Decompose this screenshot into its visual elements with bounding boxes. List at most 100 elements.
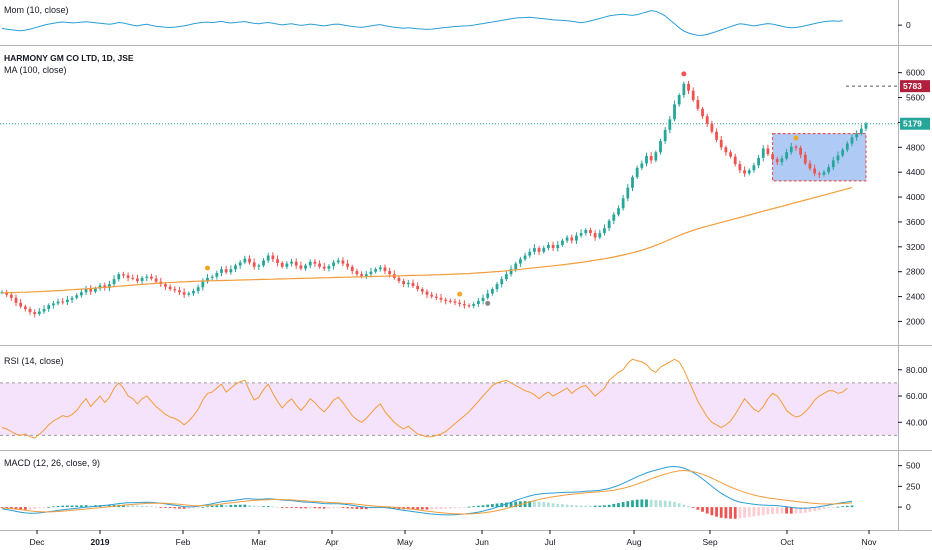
macd-hist-bar [84,505,88,508]
macd-hist-bar [537,501,541,508]
momentum-line [1,10,843,36]
candle-body [705,116,709,124]
macd-hist-bar [238,504,242,508]
macd-hist-bar [201,506,205,508]
macd-hist-bar [794,507,798,514]
candle-body [229,269,233,273]
candle-body [448,300,452,302]
candle-body [462,304,466,306]
macd-hist-bar [743,507,746,518]
macd-hist-bar [724,507,728,519]
candle-body [598,233,602,238]
candle-body [673,104,676,120]
y-tick-label: 250 [906,481,920,491]
macd-hist-bar [178,507,181,509]
candle-body [687,83,690,91]
price-badge [900,117,930,130]
macd-hist-bar [617,503,620,508]
candle-body [785,152,788,159]
macd-hist-bar [206,506,209,508]
candle-body [304,265,307,269]
price-badge-label: 5783 [903,81,922,91]
y-tick-label: 2400 [906,292,925,302]
candle-body [458,302,462,305]
candle-body [444,299,448,301]
signal-dot [485,300,491,306]
y-tick-label: 80.00 [906,365,928,375]
candle-body [775,159,779,163]
macd-hist-bar [490,504,494,508]
macd-hist-bar [710,507,714,516]
candle-body [701,108,704,117]
macd-hist-bar [37,507,41,509]
candle-body [565,237,569,241]
y-tick-label: 4000 [906,192,925,202]
candle-body [112,279,116,285]
macd-hist-bar [229,504,233,508]
x-tick-label: Jul [545,537,556,547]
candle-body [182,292,186,295]
candle-body [481,297,485,301]
macd-hist-bar [817,507,821,511]
macd-hist-bar [276,506,279,508]
candle-body [257,265,261,267]
candle-body [631,177,634,188]
macd-hist-bar [346,507,349,509]
macd-hist-bar [733,507,737,519]
candle-body [388,271,392,275]
candle-body [780,158,784,163]
macd-hist-bar [280,507,284,508]
macd-hist-bar [252,505,256,508]
macd-hist-bar [850,505,854,508]
macd-hist-bar [462,507,466,508]
macd-hist-bar [154,506,158,508]
macd-hist-bar [122,504,125,508]
candle-body [411,282,415,286]
candle-body [80,292,83,296]
macd-hist-bar [687,506,690,508]
macd-hist-bar [192,507,195,509]
macd-hist-bar [761,507,765,516]
macd-hist-bar [715,507,718,517]
candle-body [743,170,746,174]
candle-body [589,230,592,234]
candle-body [747,170,751,174]
candle-body [224,269,228,273]
candle-body [126,275,130,278]
macd-hist-bar [533,501,536,508]
x-tick-label: Mar [252,537,267,547]
macd-hist-bar [738,507,742,519]
rsi-title: RSI (14, close) [4,356,64,366]
candle-body [822,172,826,175]
x-tick-label: Feb [176,537,191,547]
rsi-pane: RSI (14, close) 40.00 60.00 80.00 [0,356,928,439]
candle-body [318,263,321,267]
candle-body [850,137,854,144]
y-tick-label: 40.00 [906,417,928,427]
y-tick-label: 2000 [906,316,925,326]
candle-body [308,261,312,266]
macd-hist-bar [434,507,438,510]
macd-hist-bar [547,502,550,508]
macd-hist-bar [808,507,812,512]
candle-body [575,235,578,241]
macd-hist-bar [210,505,214,508]
macd-hist-bar [266,506,270,508]
macd-hist-bar [313,507,317,509]
macd-y-axis: 0 250 500 [898,461,920,512]
candle-body [238,262,242,266]
candle-body [84,289,88,293]
candle-body [402,281,406,285]
candle-body [682,83,686,96]
candle-body [290,261,293,264]
x-tick-label: Dec [29,537,45,547]
macd-hist-bar [584,505,588,508]
candle-body [164,284,167,287]
macd-hist-bar [668,501,672,508]
price-labels: 5783 5179 [900,80,930,130]
candle-body [691,90,695,101]
macd-hist-bar [785,507,788,514]
x-tick-label: Apr [325,537,338,547]
macd-hist-bar [360,507,364,510]
